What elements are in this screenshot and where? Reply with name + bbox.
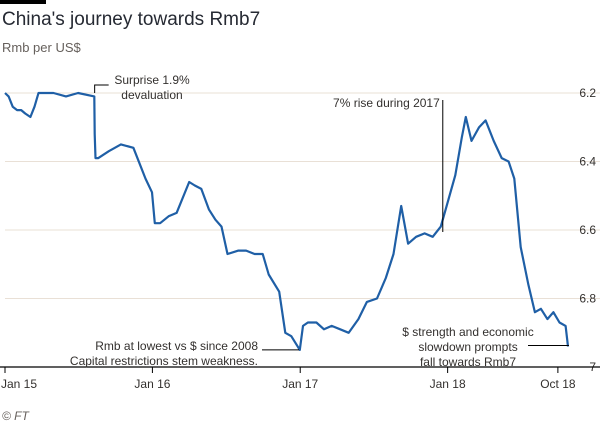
- annotation-leader: [94, 84, 109, 93]
- y-tick-label: 6.4: [579, 155, 596, 169]
- annotation-text: slowdown prompts: [418, 340, 517, 354]
- annotation-text: Surprise 1.9%: [114, 73, 190, 87]
- annotation-text: devaluation: [121, 88, 182, 102]
- annotation-text: $ strength and economic: [402, 325, 533, 339]
- x-tick-label: Oct 18: [540, 377, 576, 391]
- annotation-text: 7% rise during 2017: [333, 96, 440, 110]
- chart-subtitle: Rmb per US$: [2, 40, 81, 55]
- y-tick-label: 6.6: [579, 223, 596, 237]
- x-tick-label: Jan 15: [1, 377, 37, 391]
- brand-bar: [0, 0, 46, 4]
- x-tick-label: Jan 17: [282, 377, 318, 391]
- series-line: [4, 91, 570, 351]
- series-layer: [4, 91, 570, 351]
- annotation-text: fall towards Rmb7: [420, 355, 516, 369]
- source-credit: © FT: [2, 409, 29, 423]
- chart-title: China's journey towards Rmb7: [2, 9, 261, 30]
- annotation-text: Capital restrictions stem weakness.: [70, 354, 258, 368]
- x-axis: Jan 15 Jan 16 Jan 17 Jan 18 Oct 18: [0, 366, 600, 391]
- annotations-layer: Surprise 1.9%devaluation 7% rise during 2…: [70, 73, 569, 369]
- y-tick-label: 6.2: [579, 86, 596, 100]
- annotation-text: Rmb at lowest vs $ since 2008: [95, 339, 258, 353]
- y-tick-label: 6.8: [579, 292, 596, 306]
- x-tick-label: Jan 16: [134, 377, 170, 391]
- x-tick-label: Jan 18: [430, 377, 466, 391]
- y-axis-labels: 6.26.46.66.87: [579, 86, 596, 374]
